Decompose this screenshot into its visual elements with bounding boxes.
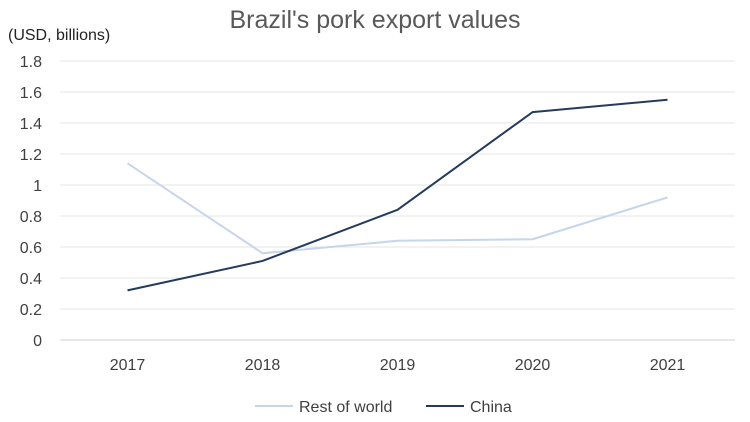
y-tick-label: 0 (33, 333, 42, 350)
chart-title: Brazil's pork export values (229, 6, 520, 34)
y-tick-label: 0.2 (20, 302, 42, 319)
x-tick-label: 2019 (380, 357, 416, 374)
series-lines (126, 98, 668, 292)
y-tick-label: 0.8 (20, 209, 42, 226)
y-tick-label: 1.2 (20, 147, 42, 164)
series-line-0 (126, 162, 668, 255)
legend: Rest of world China (255, 399, 512, 416)
y-tick-label: 1.8 (20, 54, 42, 71)
y-axis-unit-label: (USD, billions) (8, 27, 110, 44)
x-tick-label: 2021 (650, 357, 686, 374)
y-tick-label: 1.6 (20, 85, 42, 102)
series-line-1 (127, 98, 668, 292)
gridlines (60, 60, 735, 341)
y-tick-label: 0.4 (20, 271, 42, 288)
x-tick-label: 2017 (110, 357, 146, 374)
y-tick-label: 0.6 (20, 240, 42, 257)
y-tick-label: 1 (33, 178, 42, 195)
x-tick-label: 2018 (245, 357, 281, 374)
x-axis-ticks: 2017 2018 2019 2020 2021 (110, 357, 686, 374)
y-axis-ticks: 0 0.2 0.4 0.6 0.8 1 1.2 1.4 1.6 1.8 (20, 54, 42, 350)
legend-label: China (470, 399, 512, 416)
legend-label: Rest of world (299, 399, 392, 416)
y-tick-label: 1.4 (20, 116, 42, 133)
x-tick-label: 2020 (515, 357, 551, 374)
